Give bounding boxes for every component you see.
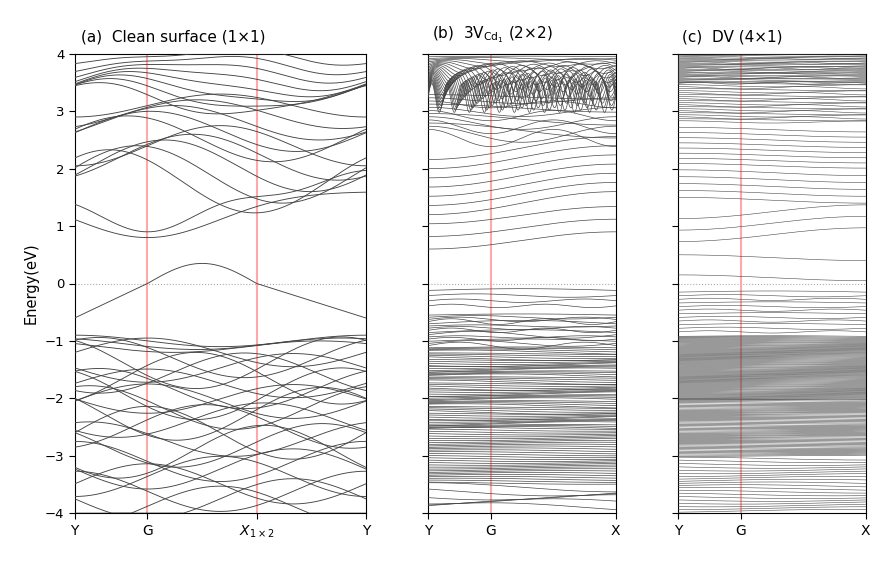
Text: (b)  3V$_{\mathregular{Cd}_1}$ (2$\times$2): (b) 3V$_{\mathregular{Cd}_1}$ (2$\times$… xyxy=(431,24,552,45)
Text: (c)  DV (4×1): (c) DV (4×1) xyxy=(681,29,781,45)
Text: (a)  Clean surface (1×1): (a) Clean surface (1×1) xyxy=(81,29,265,45)
Y-axis label: Energy(eV): Energy(eV) xyxy=(24,243,40,324)
